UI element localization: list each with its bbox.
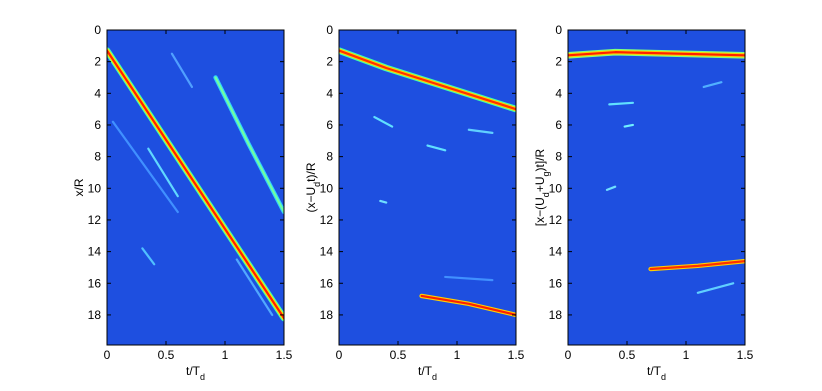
y-axis-label: x/R xyxy=(72,178,86,196)
label-part: )t]/R xyxy=(533,148,547,171)
subscript: d xyxy=(661,372,666,382)
streak xyxy=(649,260,745,271)
label-part: x/R xyxy=(72,178,86,196)
y-tick-label: 10 xyxy=(88,181,102,195)
x-tick-label: 0.5 xyxy=(619,348,636,362)
y-tick-label: 2 xyxy=(326,55,333,69)
streak xyxy=(568,51,745,57)
y-axis-label: [x−(Ud+Ug)t]/R xyxy=(533,148,551,226)
x-axis-label: t/Td xyxy=(418,364,437,382)
y-tick-label: 8 xyxy=(94,150,101,164)
y-tick-label: 14 xyxy=(88,245,102,259)
y-tick-label: 8 xyxy=(555,150,562,164)
x-tick-label: 1 xyxy=(454,348,461,362)
streaks xyxy=(107,47,284,322)
streak xyxy=(141,247,156,266)
subscript: d xyxy=(432,372,437,382)
label-part: [x−(U xyxy=(533,197,547,226)
streak xyxy=(235,258,274,317)
x-tick-label: 0 xyxy=(565,348,572,362)
y-tick-label: 18 xyxy=(549,308,563,322)
y-tick-label: 18 xyxy=(320,308,334,322)
y-tick-label: 4 xyxy=(94,86,101,100)
y-tick-label: 10 xyxy=(320,181,334,195)
y-tick-label: 16 xyxy=(320,276,334,290)
heatmap-background xyxy=(568,30,745,345)
axes-frame xyxy=(338,29,517,346)
x-tick-label: 1.5 xyxy=(276,348,293,362)
streak xyxy=(107,49,284,320)
streak xyxy=(339,49,516,111)
label-part: +U xyxy=(533,176,547,192)
y-tick-label: 8 xyxy=(326,150,333,164)
subscript: d xyxy=(541,192,551,197)
y-tick-label: 0 xyxy=(326,23,333,37)
x-tick-label: 0.5 xyxy=(390,348,407,362)
label-part: (x−U xyxy=(304,187,318,213)
streaks xyxy=(568,48,745,294)
streak xyxy=(623,123,635,128)
streak xyxy=(605,185,617,191)
streak xyxy=(170,52,194,89)
x-tick-label: 0.5 xyxy=(158,348,175,362)
x-axis-label: t/Td xyxy=(647,364,666,382)
streak xyxy=(214,76,284,214)
axes-frame xyxy=(106,29,285,346)
y-tick-label: 0 xyxy=(555,23,562,37)
subscript: g xyxy=(541,171,551,176)
subscript: d xyxy=(312,182,322,187)
y-tick-label: 16 xyxy=(549,276,563,290)
y-tick-label: 6 xyxy=(94,118,101,132)
y-tick-label: 6 xyxy=(326,118,333,132)
y-tick-label: 4 xyxy=(326,86,333,100)
streak xyxy=(373,115,394,128)
streak xyxy=(426,144,447,152)
y-tick-label: 6 xyxy=(555,118,562,132)
streaks xyxy=(339,47,516,318)
x-tick-label: 1 xyxy=(222,348,229,362)
y-tick-label: 2 xyxy=(555,55,562,69)
panel: 0 0.5 1 1.5 0 2 4 6 8 10 12 14 16 18 t/Td x/R xyxy=(72,23,293,382)
y-tick-label: 12 xyxy=(549,213,563,227)
axes-frame xyxy=(567,29,746,346)
streak xyxy=(147,147,179,198)
y-tick-label: 16 xyxy=(88,276,102,290)
y-tick-label: 4 xyxy=(555,86,562,100)
streak xyxy=(696,282,735,294)
x-tick-label: 0 xyxy=(336,348,343,362)
label-part: t)/R xyxy=(304,162,318,182)
panel: 0 0.5 1 1.5024681012141618t/Td[x−(Ud+Ug)t]/… xyxy=(533,23,754,382)
x-tick-label: 1.5 xyxy=(737,348,754,362)
subscript: d xyxy=(200,372,205,382)
label-part: t/T xyxy=(186,364,201,378)
y-tick-label: 2 xyxy=(94,55,101,69)
streak xyxy=(379,199,388,204)
y-tick-label: 0 xyxy=(94,23,101,37)
x-tick-label: 0 xyxy=(104,348,111,362)
streak xyxy=(702,81,723,89)
x-axis-label: t/Td xyxy=(186,364,205,382)
y-axis-label: (x−Udt)/R xyxy=(304,162,322,212)
streak xyxy=(444,275,494,282)
streak xyxy=(111,120,179,214)
y-tick-label: 14 xyxy=(549,245,563,259)
y-tick-label: 10 xyxy=(549,181,563,195)
x-tick-label: 1 xyxy=(683,348,690,362)
y-tick-label: 14 xyxy=(320,245,334,259)
streak xyxy=(420,294,516,317)
y-tick-label: 12 xyxy=(88,213,102,227)
label-part: t/T xyxy=(647,364,662,378)
streak xyxy=(608,101,635,106)
y-tick-label: 18 xyxy=(88,308,102,322)
x-tick-label: 1.5 xyxy=(508,348,525,362)
y-tick-label: 12 xyxy=(320,213,334,227)
streak xyxy=(467,128,494,134)
label-part: t/T xyxy=(418,364,433,378)
